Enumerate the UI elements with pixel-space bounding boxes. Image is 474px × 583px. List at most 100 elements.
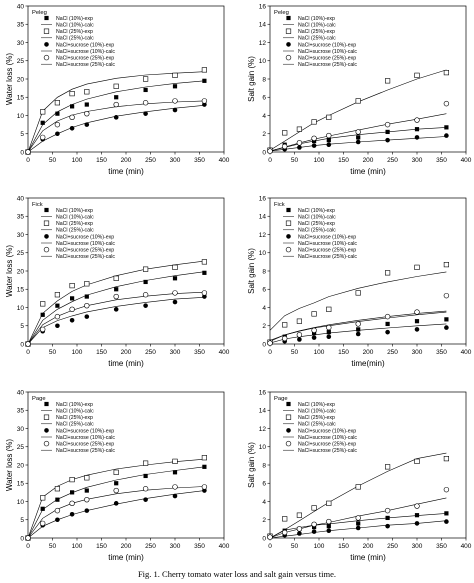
data-point-suc25: [54, 313, 61, 320]
legend-entry: NaCl+sucrose (10%)-exp: [56, 428, 114, 434]
data-point-suc25: [69, 114, 75, 121]
data-point-nacl25: [384, 464, 391, 470]
data-point-nacl10: [326, 138, 331, 143]
y-tick-label: 30: [17, 232, 25, 239]
data-point-nacl10: [40, 506, 45, 511]
y-tick-label: 12: [259, 40, 267, 47]
data-point-suc10: [143, 111, 148, 116]
data-point-suc10: [414, 135, 420, 140]
data-point-suc25: [142, 292, 149, 298]
data-point-suc10: [326, 334, 332, 340]
legend-entry: NaCl (25%)-exp: [56, 415, 93, 421]
calc-curve-suc10: [27, 297, 205, 345]
x-tick-label: 400: [461, 543, 472, 550]
data-point-suc25: [69, 306, 75, 313]
figure-caption: Fig. 1. Cherry tomato water loss and sal…: [137, 569, 337, 579]
data-point-suc25: [39, 520, 46, 527]
y-tick-label: 14: [259, 408, 267, 415]
data-point-suc10: [69, 317, 75, 323]
x-tick-label: 350: [194, 157, 205, 164]
data-point-suc10: [143, 497, 148, 502]
legend-marker: [44, 207, 49, 213]
data-point-suc10: [143, 303, 148, 308]
data-point-suc25: [443, 292, 450, 299]
x-axis-label: time(min): [351, 359, 385, 368]
data-point-suc25: [311, 521, 317, 528]
x-tick-label: 200: [121, 543, 132, 550]
data-point-nacl10: [143, 473, 148, 479]
y-tick-label: 20: [17, 462, 25, 469]
data-point-nacl10: [444, 317, 449, 322]
chart-panel-2: 0 50 100 150 200 250 300 350 400 0 2 4 6 8 10 12 14 16 tim…: [247, 3, 472, 176]
data-point-suc25: [113, 101, 119, 108]
chart-panel-6: 0 50 100 150 200 250 300 350 400 0 2 4 6 8 10 12 14 16 tim…: [247, 389, 472, 562]
x-tick-label: 350: [194, 349, 205, 356]
data-point-nacl25: [282, 322, 288, 328]
y-tick-label: 25: [17, 444, 25, 451]
data-point-suc10: [326, 528, 332, 533]
data-point-nacl25: [414, 264, 420, 270]
model-label: Peleg: [274, 10, 289, 16]
data-point-suc10: [55, 131, 60, 137]
legend-entry: NaCl (10%)-exp: [56, 208, 93, 214]
x-tick-label: 300: [170, 157, 181, 164]
legend-entry: NaCl+sucrose (25%)-calc: [298, 448, 357, 454]
legend-marker: [43, 414, 50, 420]
y-tick-label: 25: [17, 58, 25, 65]
x-tick-label: 200: [363, 157, 374, 164]
legend-entry: NaCl+sucrose (10%)-calc: [56, 49, 115, 55]
y-axis-label: Salt gain (%): [247, 442, 256, 488]
data-point-nacl10: [70, 490, 75, 495]
x-tick-label: 300: [170, 349, 181, 356]
x-tick-label: 0: [268, 349, 272, 356]
data-point-suc10: [69, 511, 75, 517]
data-point-nacl25: [414, 458, 420, 464]
x-tick-label: 400: [461, 349, 472, 356]
legend-entry: NaCl (25%)-calc: [56, 36, 94, 42]
y-tick-label: 0: [20, 149, 24, 156]
data-point-suc25: [414, 117, 420, 123]
y-axis-label: Water loss (%): [5, 439, 14, 491]
legend-entry: NaCl (10%)-exp: [56, 16, 93, 22]
y-tick-label: 8: [262, 268, 266, 275]
data-point-nacl25: [172, 72, 178, 78]
legend-entry: NaCl (10%)-calc: [298, 409, 336, 415]
data-point-suc10: [355, 525, 361, 531]
data-point-nacl10: [385, 321, 390, 327]
data-point-suc10: [55, 323, 60, 329]
y-tick-label: 6: [262, 481, 266, 488]
legend-entry: NaCl (10%)-calc: [56, 409, 94, 415]
legend-marker: [44, 42, 49, 47]
data-point-suc25: [326, 132, 332, 139]
y-tick-label: 0: [262, 149, 266, 156]
y-tick-label: 12: [259, 232, 267, 239]
data-point-suc25: [326, 518, 332, 525]
legend-marker: [43, 54, 50, 61]
data-point-suc10: [355, 139, 361, 145]
x-tick-label: 350: [194, 543, 205, 550]
x-tick-label: 300: [412, 349, 423, 356]
x-tick-label: 150: [96, 543, 107, 550]
data-point-nacl25: [54, 486, 60, 492]
data-point-suc25: [25, 341, 31, 347]
x-tick-label: 0: [268, 157, 272, 164]
data-point-suc25: [267, 148, 273, 154]
legend-entry: NaCl+sucrose (25%)-exp: [298, 442, 356, 448]
calc-curve-suc10: [27, 105, 205, 153]
data-point-suc25: [84, 302, 90, 309]
y-tick-label: 2: [262, 517, 266, 524]
x-tick-label: 50: [291, 157, 299, 164]
x-tick-label: 350: [436, 349, 447, 356]
data-point-nacl25: [54, 100, 60, 106]
data-point-nacl25: [296, 512, 303, 518]
legend-entry: NaCl (25%)-exp: [298, 221, 335, 227]
legend-marker: [286, 15, 291, 21]
y-tick-label: 6: [262, 95, 266, 102]
data-point-suc25: [282, 143, 288, 150]
x-axis-label: time (min): [108, 553, 144, 562]
data-point-suc10: [414, 521, 420, 526]
x-tick-label: 0: [268, 543, 272, 550]
x-tick-label: 100: [314, 349, 325, 356]
data-point-suc10: [444, 519, 449, 524]
